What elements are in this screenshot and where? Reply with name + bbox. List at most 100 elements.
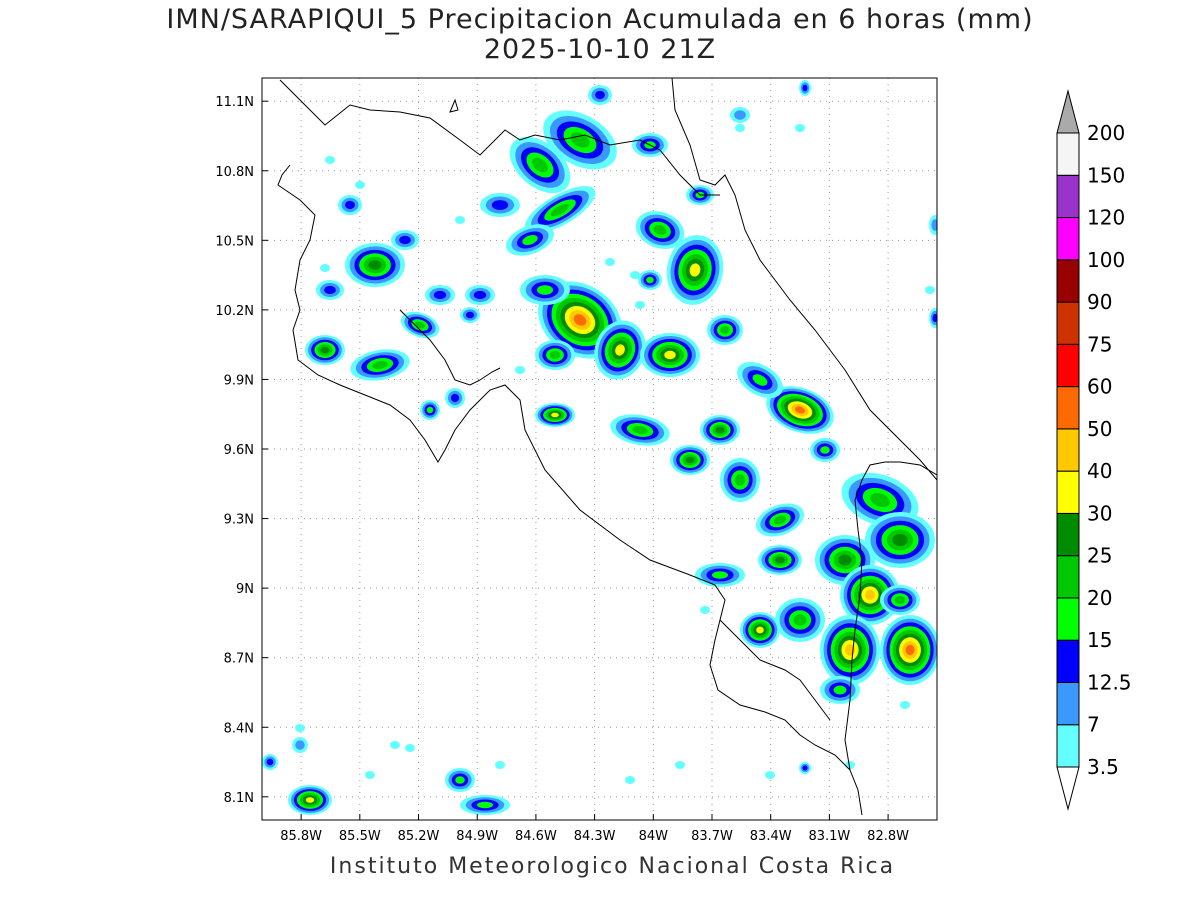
colorbar-label: 15 (1087, 628, 1112, 652)
precip-contour (522, 234, 538, 246)
precip-contour (892, 533, 908, 547)
precip-contour (345, 200, 355, 210)
precip-contour (720, 326, 730, 334)
precip-speck (630, 271, 640, 279)
precip-contour (372, 360, 388, 370)
lon-tick-label: 83.4W (750, 829, 792, 844)
precip-contour (734, 474, 746, 486)
precip-speck (295, 724, 305, 732)
colorbar-swatch (1056, 555, 1080, 599)
precip-contour (794, 406, 806, 414)
precip-contour (324, 285, 336, 295)
lat-tick-label: 11.1N (215, 95, 254, 110)
precip-contour (664, 350, 676, 360)
precip-contour (802, 84, 808, 92)
precip-contour (266, 758, 274, 766)
precip-contour (477, 801, 493, 809)
colorbar-label: 100 (1087, 248, 1125, 272)
precip-contour (433, 290, 447, 300)
precip-contour (426, 406, 434, 414)
nicoya-gulf (399, 309, 501, 386)
precip-contour (491, 200, 509, 210)
precip-speck (675, 761, 685, 769)
precip-contour (689, 263, 701, 277)
precip-contour (653, 225, 667, 235)
precip-contour (833, 685, 847, 695)
lon-tick-label: 85.8W (280, 829, 322, 844)
precip-speck (735, 124, 745, 132)
axis-ticks: 85.8W 85.5W 85.2W 84.9W 84.6W 84.3W 84W 83.7W 83… (215, 95, 909, 844)
precip-contour (712, 571, 728, 579)
precip-speck (390, 741, 400, 749)
precipitation-layer (262, 80, 937, 815)
precip-speck (605, 258, 615, 266)
colorbar-swatch (1056, 639, 1080, 683)
colorbar-label: 150 (1087, 163, 1125, 187)
precip-contour (838, 554, 852, 566)
colorbar-label: 12.5 (1087, 670, 1132, 694)
precip-contour (550, 203, 570, 217)
lat-tick-label: 8.7N (224, 652, 254, 667)
colorbar-swatch (1056, 470, 1080, 514)
pacific-coast (277, 164, 851, 771)
lat-tick-label: 8.1N (224, 791, 254, 806)
lat-tick-label: 8.4N (224, 721, 254, 736)
precip-speck (495, 761, 505, 769)
precip-contour (615, 344, 625, 356)
colorbar-label: 40 (1087, 459, 1112, 483)
precip-contour (537, 285, 553, 295)
precip-contour (570, 132, 590, 148)
coastline (277, 78, 937, 816)
precip-contour (399, 235, 411, 245)
precip-contour (532, 157, 548, 173)
colorbar-swatch (1056, 597, 1080, 641)
precip-contour (685, 456, 695, 464)
precip-speck (700, 606, 710, 614)
precip-speck (900, 701, 910, 709)
colorbar-label: 200 (1087, 121, 1125, 145)
precip-speck (355, 181, 365, 189)
colorbar-label: 30 (1087, 501, 1112, 525)
precip-contour (932, 313, 937, 323)
lat-tick-label: 9.3N (224, 513, 254, 528)
precip-contour (305, 797, 315, 803)
precip-contour (793, 614, 807, 626)
colorbar-label: 120 (1087, 206, 1125, 230)
colorbar-swatch (1056, 343, 1080, 388)
lat-tick-label: 10.2N (215, 304, 254, 319)
precip-contour (549, 351, 561, 359)
precip-speck (320, 264, 330, 272)
osa-peninsula (719, 619, 831, 721)
colorbar-label: 50 (1087, 417, 1112, 441)
precip-speck (795, 124, 805, 132)
precip-contour (820, 446, 830, 454)
precip-contour (414, 321, 426, 329)
precip-speck (765, 771, 775, 779)
lon-tick-label: 84.9W (456, 829, 498, 844)
precip-speck (625, 776, 635, 784)
lon-tick-label: 83.1W (808, 829, 850, 844)
lat-tick-label: 10.8N (215, 165, 254, 180)
precip-contour (646, 276, 654, 284)
precip-speck (405, 744, 415, 752)
precip-speck (515, 366, 525, 374)
colorbar-swatch (1056, 301, 1080, 345)
colorbar-max-triangle (1056, 89, 1080, 134)
precip-contour (931, 219, 937, 231)
colorbar-swatch (1056, 132, 1080, 176)
colorbar-swatch (1056, 174, 1080, 219)
colorbar-label: 90 (1087, 290, 1112, 314)
precip-contour (775, 556, 785, 564)
colorbar-min-triangle (1056, 766, 1080, 811)
colorbar-label: 3.5 (1087, 755, 1119, 779)
colorbar-swatch (1056, 217, 1080, 261)
precip-contour (368, 260, 382, 270)
lon-tick-label: 84.6W (515, 829, 557, 844)
precip-contour (573, 314, 587, 326)
precip-speck (455, 216, 465, 224)
precip-contour (473, 290, 487, 300)
lat-tick-label: 9N (236, 582, 254, 597)
precip-contour (715, 426, 725, 434)
precip-contour (595, 90, 605, 100)
precip-speck (635, 301, 645, 309)
